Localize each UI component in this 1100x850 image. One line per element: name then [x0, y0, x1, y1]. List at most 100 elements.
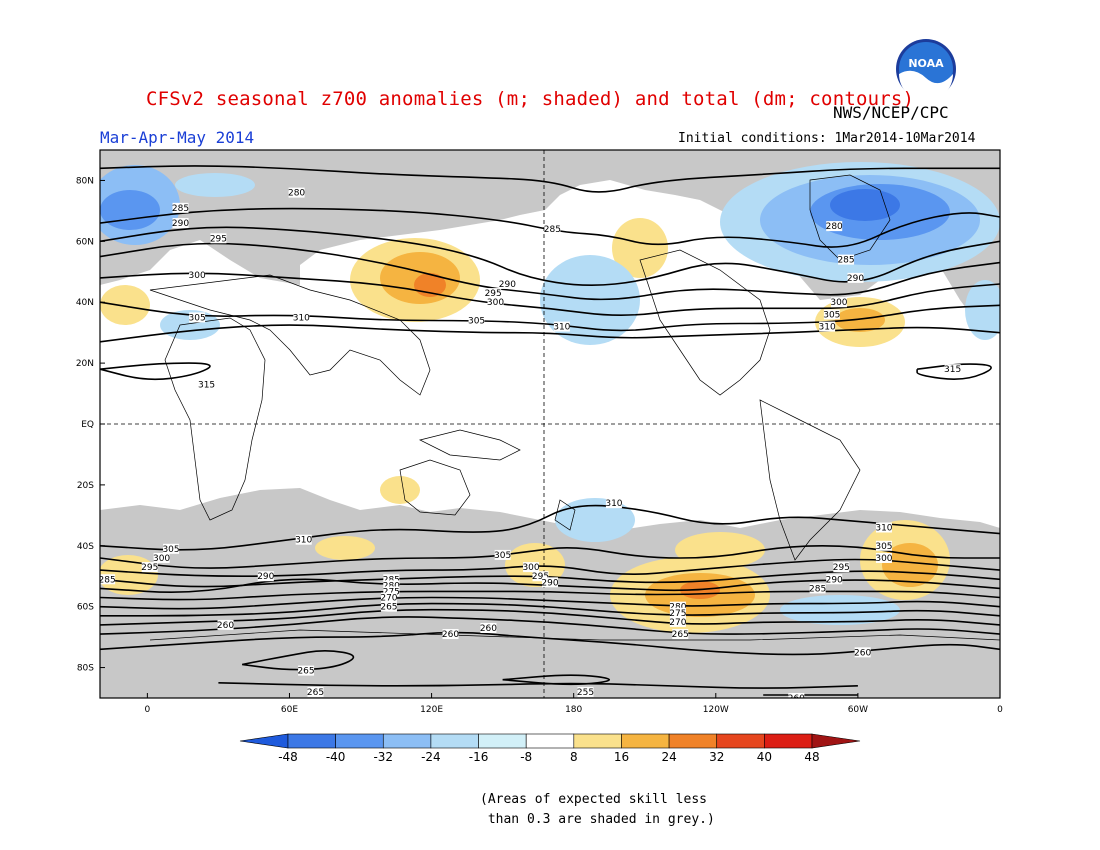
- contour-label-bg: [875, 540, 892, 551]
- colorbar-swatch: [335, 733, 384, 749]
- lon-label: 0: [997, 705, 1003, 715]
- colorbar-swatch: [430, 733, 479, 749]
- contour-label-290: 290: [826, 575, 843, 585]
- colorbar-label: -48: [278, 750, 298, 764]
- contour-label-bg: [307, 686, 324, 697]
- contour-label-280: 280: [383, 581, 400, 591]
- contour-label-285: 285: [544, 225, 561, 235]
- contour-295: [100, 242, 1000, 301]
- contour-label-bg: [298, 665, 315, 676]
- contour-label-305: 305: [189, 313, 206, 323]
- contour-label-bg: [442, 629, 459, 640]
- colorbar-swatch: [764, 733, 813, 749]
- contour-label-bg: [380, 592, 397, 603]
- colorbar-swatch: [716, 733, 765, 749]
- contour-label-bg: [830, 297, 847, 308]
- colorbar-label: 8: [570, 750, 578, 764]
- contour-label-290: 290: [541, 578, 558, 588]
- initial-conditions-label: Initial conditions: 1Mar2014-10Mar2014: [678, 131, 976, 146]
- contour-label-260: 260: [442, 630, 459, 640]
- coastlines: [149, 174, 1000, 641]
- contour-260: [100, 631, 1000, 656]
- contour-280: [100, 165, 1000, 193]
- contour-label-bg: [172, 202, 189, 213]
- colorbar-swatch: [525, 733, 575, 749]
- colorbar-label: -40: [326, 750, 346, 764]
- contour-label-300: 300: [153, 554, 170, 564]
- contour-label-bg: [141, 562, 158, 573]
- contour-label-305: 305: [468, 316, 485, 326]
- logo-text: NOAA: [908, 57, 944, 70]
- contour-label-bg: [100, 574, 116, 585]
- contour-label-bg: [468, 315, 485, 326]
- contour-label-260: 260: [217, 621, 234, 631]
- contour-label-bg: [669, 616, 686, 627]
- contour-label-275: 275: [669, 609, 686, 619]
- contour-label-285: 285: [172, 204, 189, 214]
- contour-label-bg: [542, 577, 558, 588]
- contour-label-295: 295: [141, 563, 158, 573]
- agency-label: NWS/NCEP/CPC: [833, 103, 949, 122]
- colorbar-label: 16: [614, 750, 629, 764]
- contour-label-bg: [672, 629, 689, 640]
- contour-label-bg: [163, 543, 180, 554]
- lat-label: 40N: [76, 298, 94, 308]
- lat-label: 40S: [77, 542, 94, 552]
- colorbar-swatch: [382, 733, 432, 749]
- contour-label-295: 295: [485, 289, 502, 299]
- contour-label-310: 310: [553, 323, 570, 333]
- contour-label-bg: [210, 233, 227, 244]
- lat-label: 60N: [76, 237, 94, 247]
- contour-label-285: 285: [383, 575, 400, 585]
- season-label: Mar-Apr-May 2014: [100, 128, 255, 147]
- lat-label: EQ: [81, 420, 94, 430]
- contour-label-bg: [153, 552, 170, 563]
- contour-label-255: 255: [577, 688, 594, 698]
- contour-label-290: 290: [172, 219, 189, 229]
- contour-285: [100, 590, 1000, 601]
- lat-label: 80S: [77, 664, 94, 674]
- contour-label-bg: [532, 571, 549, 582]
- contour-label-bg: [553, 321, 570, 332]
- contour-label-315: 315: [198, 380, 215, 390]
- contour-label-315: 315: [944, 365, 961, 375]
- lat-label: 20N: [76, 359, 94, 369]
- longitude-axis: 0 60E 120E 180 120W 60W 0: [145, 693, 1003, 715]
- latitude-axis: 80N 60N 40N 20N EQ 20S 40S 60S 80S: [76, 176, 105, 674]
- contour-label-290: 290: [847, 274, 864, 284]
- contour-label-265: 265: [297, 667, 314, 677]
- contour-label-260: 260: [788, 694, 805, 704]
- contour-label-bg: [823, 309, 840, 320]
- contour-label-305: 305: [875, 542, 892, 552]
- contour-label-bg: [809, 583, 826, 594]
- lon-label: 120W: [703, 705, 729, 715]
- contour-label-300: 300: [522, 563, 539, 573]
- colorbar-label: 24: [661, 750, 676, 764]
- contour-label-bg: [854, 647, 871, 658]
- contour-label-310: 310: [295, 536, 312, 546]
- contour-label-280: 280: [288, 189, 305, 199]
- contour-305: [100, 544, 1000, 569]
- contour-280: [100, 596, 1000, 610]
- contour-label-260: 260: [854, 648, 871, 658]
- contour-label-260: 260: [480, 624, 497, 634]
- contour-label-bg: [257, 571, 274, 582]
- contour-label-270: 270: [380, 594, 397, 604]
- contour-285: [100, 207, 1000, 248]
- colorbar-label: 48: [804, 750, 819, 764]
- colorbar-swatch: [621, 733, 670, 749]
- contour-label-bg: [383, 574, 400, 585]
- colorbar-label: -16: [469, 750, 489, 764]
- contour-label-bg: [819, 321, 836, 332]
- lat-label: 20S: [77, 481, 94, 491]
- contour-label-290: 290: [257, 572, 274, 582]
- contour-label-bg: [487, 297, 504, 308]
- contour-label-bg: [288, 187, 305, 198]
- contour-label-295: 295: [532, 572, 549, 582]
- contour-label-bg: [480, 622, 497, 633]
- lon-label: 180: [565, 705, 582, 715]
- noaa-logo: NOAA: [895, 38, 957, 101]
- contour-label-bg: [383, 586, 400, 597]
- contour-label-265: 265: [672, 630, 689, 640]
